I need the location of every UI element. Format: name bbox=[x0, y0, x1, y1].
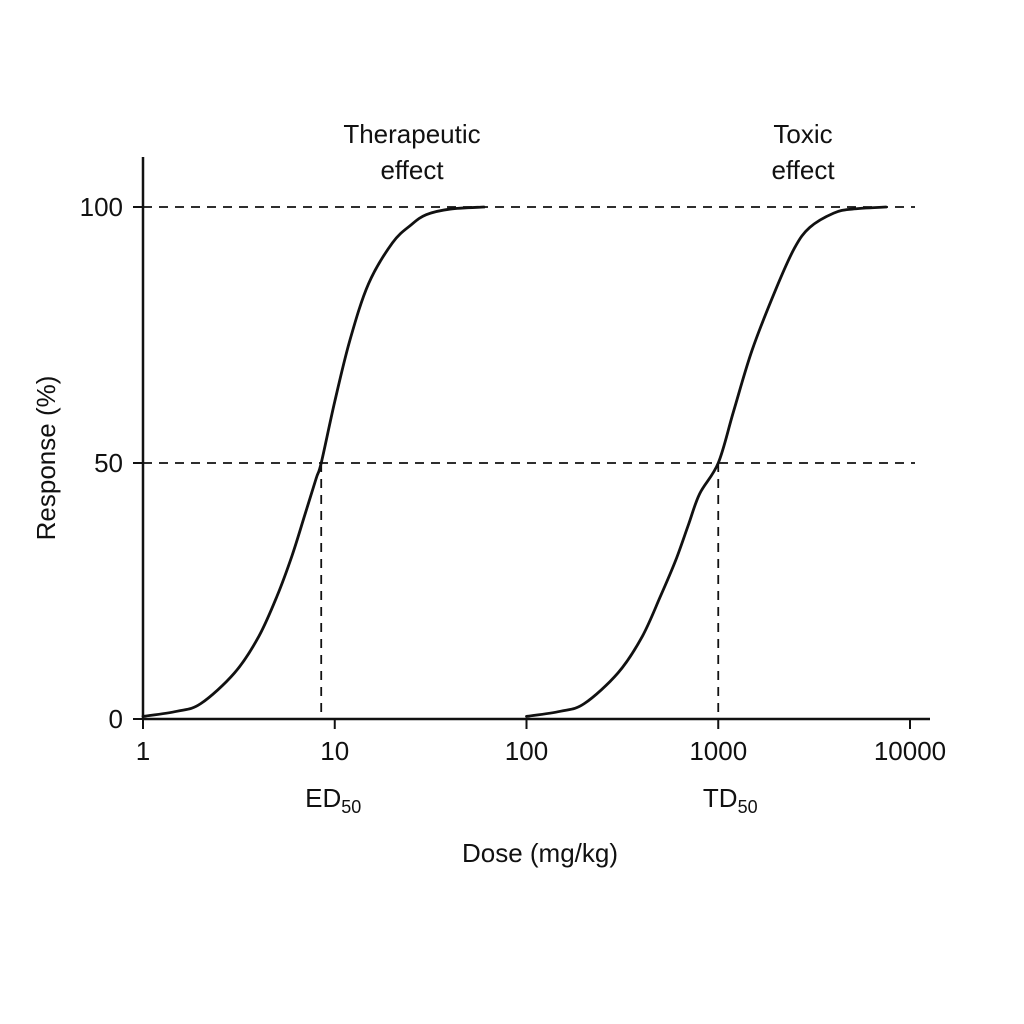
x-axis-title: Dose (mg/kg) bbox=[462, 838, 618, 868]
y-axis-title: Response (%) bbox=[31, 376, 61, 541]
y-tick-label-0: 0 bbox=[109, 704, 123, 734]
y-ticks: 0 50 100 bbox=[80, 192, 143, 734]
x-ticks: 1 10 100 1000 10000 bbox=[136, 719, 946, 766]
curve-series-1 bbox=[525, 205, 888, 718]
curve-label-1: Toxic effect bbox=[771, 119, 835, 185]
x-tick-label-1000: 1000 bbox=[689, 736, 747, 766]
marker-label-td: TD50 bbox=[703, 783, 758, 817]
marker-label-ed: ED50 bbox=[305, 783, 361, 817]
y-tick-label-50: 50 bbox=[94, 448, 123, 478]
x-tick-label-1: 1 bbox=[136, 736, 150, 766]
marker-drop-lines bbox=[320, 463, 720, 719]
x-tick-label-100: 100 bbox=[505, 736, 548, 766]
curve-series-0 bbox=[141, 205, 486, 718]
curve-labels: Therapeutic effect Toxic effect bbox=[343, 119, 835, 185]
curve-label-0: Therapeutic effect bbox=[343, 119, 480, 185]
curves bbox=[141, 205, 888, 718]
reference-lines bbox=[143, 206, 915, 464]
y-tick-label-100: 100 bbox=[80, 192, 123, 222]
x-tick-label-10000: 10000 bbox=[874, 736, 946, 766]
x-tick-label-10: 10 bbox=[320, 736, 349, 766]
marker-labels: ED50 TD50 bbox=[305, 783, 757, 817]
axes bbox=[141, 157, 930, 721]
